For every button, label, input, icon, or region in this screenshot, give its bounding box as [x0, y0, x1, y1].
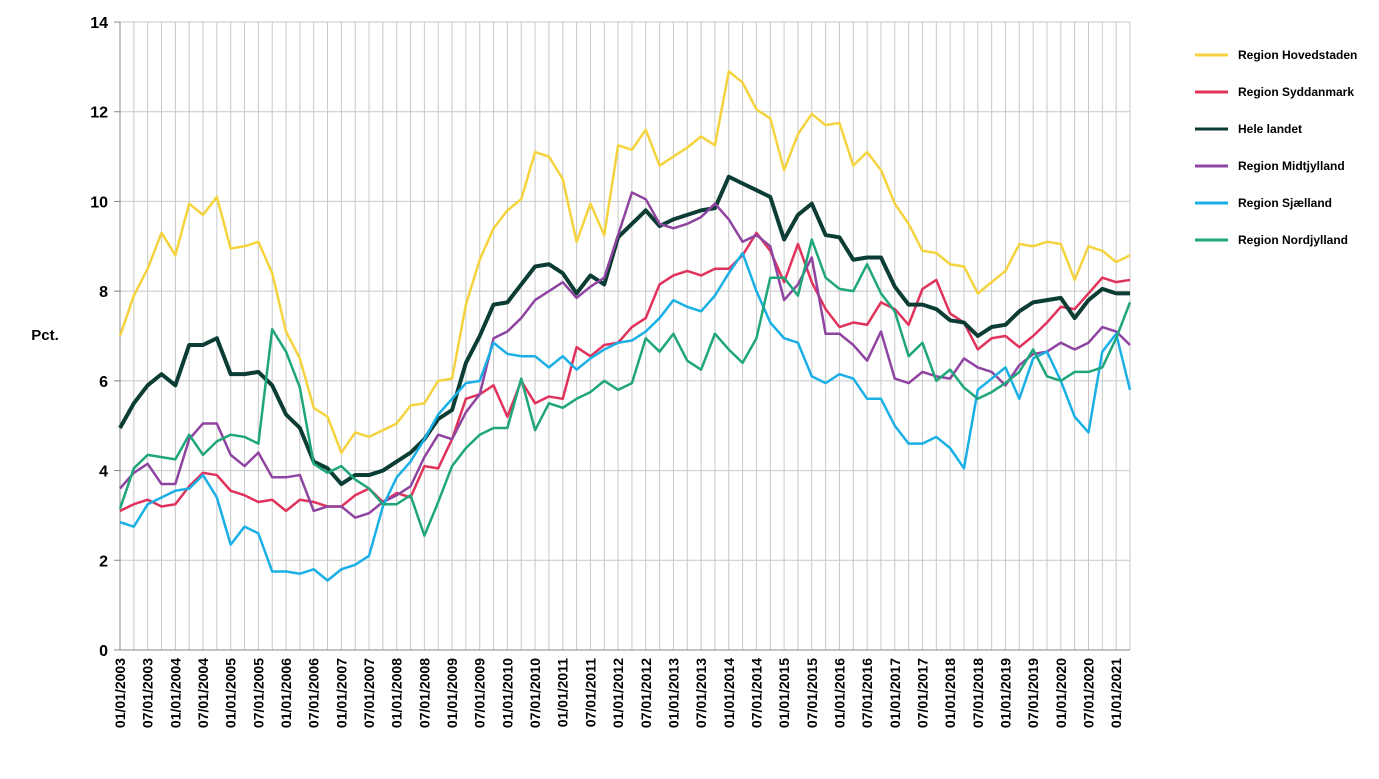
x-tick-label: 07/01/2011 — [582, 658, 598, 728]
y-tick-label: 4 — [99, 464, 108, 481]
x-tick-label: 07/01/2009 — [472, 658, 488, 728]
x-tick-label: 07/01/2015 — [804, 658, 820, 728]
series-line — [118, 70, 1131, 454]
x-tick-label: 07/01/2019 — [1025, 658, 1041, 728]
x-tick-label: 07/01/2014 — [748, 658, 764, 728]
legend-label: Region Hovedstaden — [1238, 48, 1357, 62]
x-tick-label: 01/01/2016 — [831, 658, 847, 728]
x-tick-label: 01/01/2010 — [499, 658, 515, 728]
x-tick-label: 01/01/2007 — [333, 658, 349, 728]
x-tick-label: 01/01/2004 — [167, 658, 183, 728]
y-tick-label: 8 — [99, 284, 108, 301]
x-tick-label: 01/01/2006 — [278, 658, 294, 728]
legend-label: Region Sjælland — [1238, 196, 1332, 210]
y-tick-label: 0 — [99, 643, 108, 660]
series-line — [119, 251, 1132, 582]
x-tick-label: 07/01/2018 — [970, 658, 986, 728]
series-line — [119, 191, 1131, 519]
x-tick-label: 01/01/2017 — [887, 658, 903, 728]
y-tick-label: 12 — [90, 105, 108, 122]
x-tick-label: 01/01/2009 — [444, 658, 460, 728]
legend-label: Region Syddanmark — [1238, 85, 1354, 99]
x-tick-label: 07/01/2012 — [638, 658, 654, 728]
x-tick-label: 07/01/2016 — [859, 658, 875, 728]
y-tick-label: 10 — [90, 194, 108, 211]
x-tick-label: 01/01/2011 — [555, 658, 571, 728]
x-tick-label: 07/01/2004 — [195, 658, 211, 728]
legend-label: Region Midtjylland — [1238, 159, 1345, 173]
x-tick-label: 01/01/2021 — [1108, 658, 1124, 728]
x-tick-label: 01/01/2012 — [610, 658, 626, 728]
x-tick-label: 01/01/2018 — [942, 658, 958, 728]
x-tick-label: 01/01/2005 — [223, 658, 239, 728]
y-tick-label: 2 — [99, 553, 108, 570]
x-tick-label: 01/01/2014 — [721, 658, 737, 728]
x-tick-label: 07/01/2003 — [140, 658, 156, 728]
x-tick-label: 01/01/2003 — [112, 658, 128, 728]
x-tick-label: 01/01/2020 — [1053, 658, 1069, 728]
x-tick-label: 01/01/2013 — [665, 658, 681, 728]
x-tick-label: 07/01/2008 — [416, 658, 432, 728]
x-tick-label: 07/01/2017 — [914, 658, 930, 728]
x-tick-label: 07/01/2006 — [306, 658, 322, 728]
legend-label: Hele landet — [1238, 122, 1302, 136]
x-tick-label: 01/01/2015 — [776, 658, 792, 728]
x-tick-label: 07/01/2020 — [1080, 658, 1096, 728]
y-axis-label: Pct. — [31, 327, 59, 344]
x-tick-label: 07/01/2005 — [250, 658, 266, 728]
x-tick-label: 07/01/2010 — [527, 658, 543, 728]
y-tick-label: 14 — [90, 15, 108, 32]
legend-label: Region Nordjylland — [1238, 233, 1348, 247]
x-tick-label: 07/01/2013 — [693, 658, 709, 728]
x-tick-label: 01/01/2008 — [389, 658, 405, 728]
x-tick-label: 01/01/2019 — [997, 658, 1013, 728]
series-line — [118, 174, 1130, 487]
y-tick-label: 6 — [99, 374, 108, 391]
x-tick-label: 07/01/2007 — [361, 658, 377, 728]
series-line — [118, 238, 1132, 537]
